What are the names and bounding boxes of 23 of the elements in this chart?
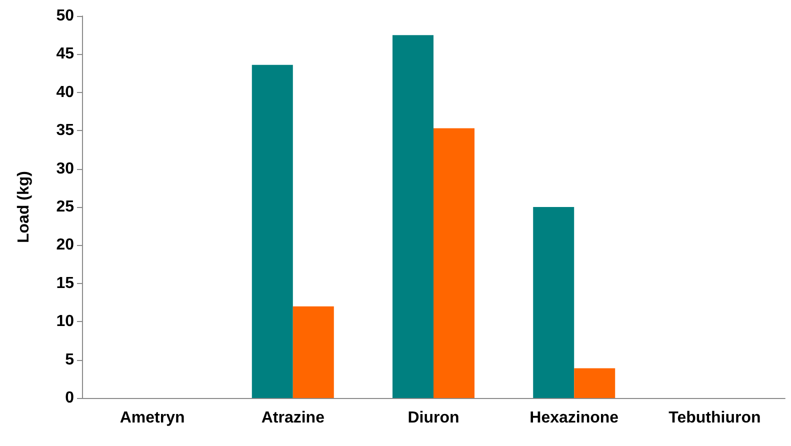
y-axis-title: Load (kg)	[16, 171, 32, 243]
bar	[533, 207, 574, 398]
x-tick-label: Hexazinone	[530, 410, 619, 426]
x-tick-label: Atrazine	[261, 410, 325, 426]
y-tick-label: 35	[56, 122, 74, 140]
y-tick-label: 30	[56, 160, 74, 178]
x-tick-label: Ametryn	[120, 410, 185, 426]
bar	[434, 128, 474, 398]
y-tick-label: 25	[56, 198, 74, 216]
y-tick-label: 10	[56, 313, 74, 330]
y-tick-label: 20	[56, 236, 74, 254]
x-tick-label: Diuron	[408, 410, 460, 426]
bar	[292, 306, 334, 398]
bar	[574, 368, 616, 398]
bar	[392, 35, 434, 398]
y-tick-label: 0	[65, 390, 74, 406]
y-tick-label: 45	[56, 46, 74, 63]
y-tick-label: 50	[56, 8, 74, 24]
x-tick-label: Tebuthiuron	[668, 410, 761, 426]
y-tick-label: 40	[56, 84, 74, 101]
bar	[252, 64, 293, 398]
y-tick-label: 5	[65, 351, 74, 368]
y-tick-label: 15	[56, 274, 74, 292]
